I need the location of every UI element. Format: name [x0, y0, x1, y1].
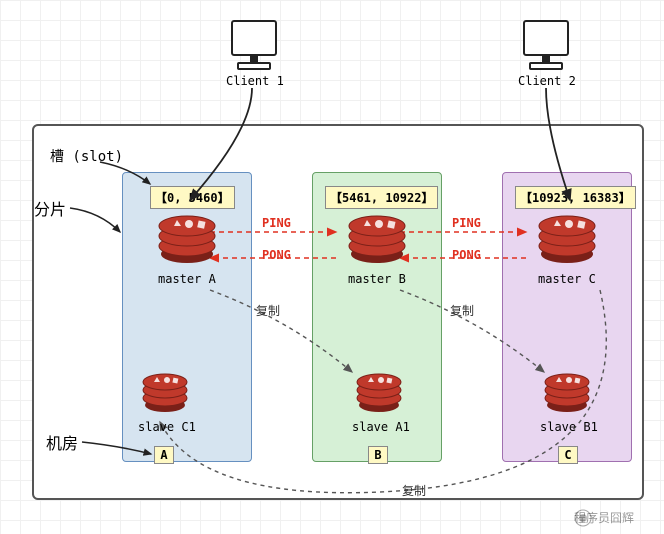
- master-b-icon: [342, 210, 412, 266]
- room-a: A: [154, 446, 174, 464]
- ping-ab: PING: [262, 216, 291, 230]
- replicate-b: 复制: [450, 302, 474, 319]
- annot-room: 机房: [46, 430, 78, 454]
- master-c-icon: [532, 210, 602, 266]
- replicate-a: 复制: [256, 302, 280, 319]
- pong-ab: PONG: [262, 248, 291, 262]
- slave-a1-icon: [352, 370, 406, 414]
- slave-c1-icon: [138, 370, 192, 414]
- slave-c1-label: slave C1: [138, 420, 196, 434]
- master-b-label: master B: [348, 272, 406, 286]
- watermark: 程序员囧辉: [574, 509, 634, 526]
- replicate-c: 复制: [402, 482, 426, 499]
- ping-bc: PING: [452, 216, 481, 230]
- master-c-label: master C: [538, 272, 596, 286]
- annot-shard: 分片: [34, 196, 66, 220]
- annot-slot: 槽 (slot): [50, 146, 123, 166]
- slave-b1-icon: [540, 370, 594, 414]
- master-a-label: master A: [158, 272, 216, 286]
- master-a-icon: [152, 210, 222, 266]
- pong-bc: PONG: [452, 248, 481, 262]
- room-c: C: [558, 446, 578, 464]
- slave-b1-label: slave B1: [540, 420, 598, 434]
- slave-a1-label: slave A1: [352, 420, 410, 434]
- room-b: B: [368, 446, 388, 464]
- diagram-layer: 【0, 5460】 【5461, 10922】 【10923, 16383】 C…: [0, 0, 664, 534]
